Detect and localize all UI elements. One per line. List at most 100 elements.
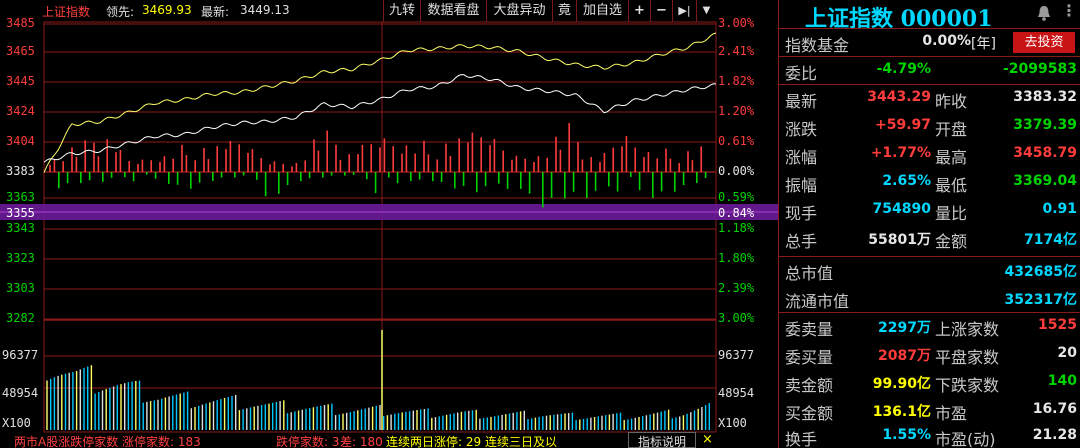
quote-label: 金额 [935,232,968,251]
quote-row: 委比 -4.79% -2099583 [779,58,1080,83]
quote-label: 上涨家数 [935,320,1000,339]
quote-label: 市盈(动) [935,430,996,448]
invest-button[interactable]: 去投资 [1013,32,1075,53]
quote-label: 委卖量 [785,320,834,339]
price-axis-label-left: 3404 [6,134,35,148]
quote-value: +1.77% [870,145,931,161]
price-axis-label-right: 3.00% [718,311,755,325]
price-axis-label-right: 1.80% [718,251,755,265]
price-axis-label-left: 3343 [6,221,35,235]
quote-label: 涨幅 [785,148,818,167]
quote-panel: 上证指数 000001 ⋮ 指数基金 0.00% [年] 去投资 委比 -4.79… [778,0,1080,448]
plus-icon[interactable]: + [628,0,650,22]
quote-value: 16.76 [1032,401,1077,417]
price-axis-label-right: 1.20% [718,104,755,118]
divider [779,256,1080,257]
index-fund-row: 指数基金 0.00% [年] 去投资 [779,30,1080,55]
compete-button[interactable]: 竟 [552,0,576,22]
leader-line [43,32,717,173]
quote-label: 总手 [785,232,818,251]
bottom-info-bar: 两市A股涨跌停家数 涨停家数: 183 跌停家数: 3 差: 180 连续两日涨… [0,432,778,448]
data-board-button[interactable]: 数据看盘 [420,0,486,22]
price-axis-label-right: 2.41% [718,44,755,58]
volume-axis-label-left: 48954 [2,386,39,400]
price-axis-label-left: 3485 [6,16,35,30]
quote-value: 432685亿 [1004,264,1077,280]
panel-header: 上证指数 000001 ⋮ [779,0,1080,32]
chart-frame [43,21,717,433]
quote-label: 振幅 [785,176,818,195]
quote-row: 流通市值 352317亿 [779,286,1080,311]
price-axis-label-right: 0.00% [718,164,755,178]
quote-value: 3379.39 [1013,117,1077,133]
quote-label: 昨收 [935,92,968,111]
latest-value: 3449.13 [240,3,290,17]
chart-toolbar: 上证指数 领先: 3469.93 最新: 3449.13 九转 数据看盘 大盘异… [0,0,778,22]
minus-icon[interactable]: − [650,0,672,22]
price-axis-label-left: 3323 [6,251,35,265]
consecutive-limit-text: 连续两日涨停: 29 连续三日及以 [386,435,557,448]
quote-value: 0.91 [1042,201,1077,217]
fund-unit: [年] [971,36,996,52]
divider [779,56,1080,57]
quote-value: 2297万 [878,320,931,336]
leader-value: 3469.93 [142,3,192,17]
quote-label: 最低 [935,176,968,195]
price-axis-label-right: 1.18% [718,221,755,235]
quote-value: 136.1亿 [872,404,931,420]
quote-row: 总手 55801万 金额 7174亿 [779,226,1080,251]
fund-label: 指数基金 [785,36,850,55]
price-axis-label-left: 3303 [6,281,35,295]
quote-row: 振幅 2.65% 最低 3369.04 [779,170,1080,195]
quote-value: 1.55% [882,427,931,443]
quote-label: 现手 [785,204,818,223]
quote-value: 20 [1057,345,1077,361]
more-icon[interactable]: ⋮ [1061,1,1077,20]
price-axis-label-right: 0.84% [718,206,755,220]
limit-down-text: 跌停家数: 3 [276,435,340,448]
quote-label: 委买量 [785,348,834,367]
indicator-help-button[interactable]: 指标说明 [628,432,696,448]
dropdown-icon[interactable]: ▼ [696,0,716,22]
quote-value: 2087万 [878,348,931,364]
quote-row: 最新 3443.29 昨收 3383.32 [779,86,1080,111]
price-axis-label-right: 2.39% [718,281,755,295]
quote-value: -4.79% [876,61,931,77]
quote-value: 21.28 [1032,427,1077,443]
price-axis-label-right: 0.59% [718,190,755,204]
quote-value: -2099583 [1003,61,1077,77]
close-icon[interactable]: × [702,432,713,447]
add-watchlist-button[interactable]: 加自选 [576,0,628,22]
quote-label: 平盘家数 [935,348,1000,367]
quote-label: 最高 [935,148,968,167]
volume-axis-label-right: X100 [718,416,747,430]
price-axis-label-left: 3424 [6,104,35,118]
quote-label: 市盈 [935,404,968,423]
nine-turn-button[interactable]: 九转 [383,0,420,22]
intraday-chart[interactable]: 上证指数 领先: 3469.93 最新: 3449.13 九转 数据看盘 大盘异… [0,0,778,448]
price-axis-label-right: 3.00% [718,16,755,30]
quote-value: 2.65% [882,173,931,189]
latest-label: 最新: [201,5,230,19]
quote-value: 3458.79 [1013,145,1077,161]
quote-value: +59.97 [874,117,931,133]
quote-label: 流通市值 [785,292,850,311]
quote-row: 换手 1.55% 市盈(动) 21.28 [779,424,1080,448]
quote-label: 下跌家数 [935,376,1000,395]
quote-value: 3369.04 [1013,173,1077,189]
quote-row: 委卖量 2297万 上涨家数 1525 [779,314,1080,339]
price-axis-label-right: 1.82% [718,74,755,88]
bell-icon[interactable] [1037,4,1051,22]
quote-value: 1525 [1038,317,1077,333]
volume-axis-label-right: 48954 [718,386,755,400]
market-alert-button[interactable]: 大盘异动 [486,0,552,22]
price-axis-label-left: 3282 [6,311,35,325]
quote-value: 140 [1047,373,1077,389]
price-line [43,74,717,163]
chart-canvas[interactable] [0,0,778,448]
limit-diff-text: 差: 180 [340,435,383,448]
quote-row: 涨跌 +59.97 开盘 3379.39 [779,114,1080,139]
volume-axis-label-left: 96377 [2,348,39,362]
volume-axis-label-right: 96377 [718,348,755,362]
next-page-icon[interactable]: ▶| [672,0,696,22]
